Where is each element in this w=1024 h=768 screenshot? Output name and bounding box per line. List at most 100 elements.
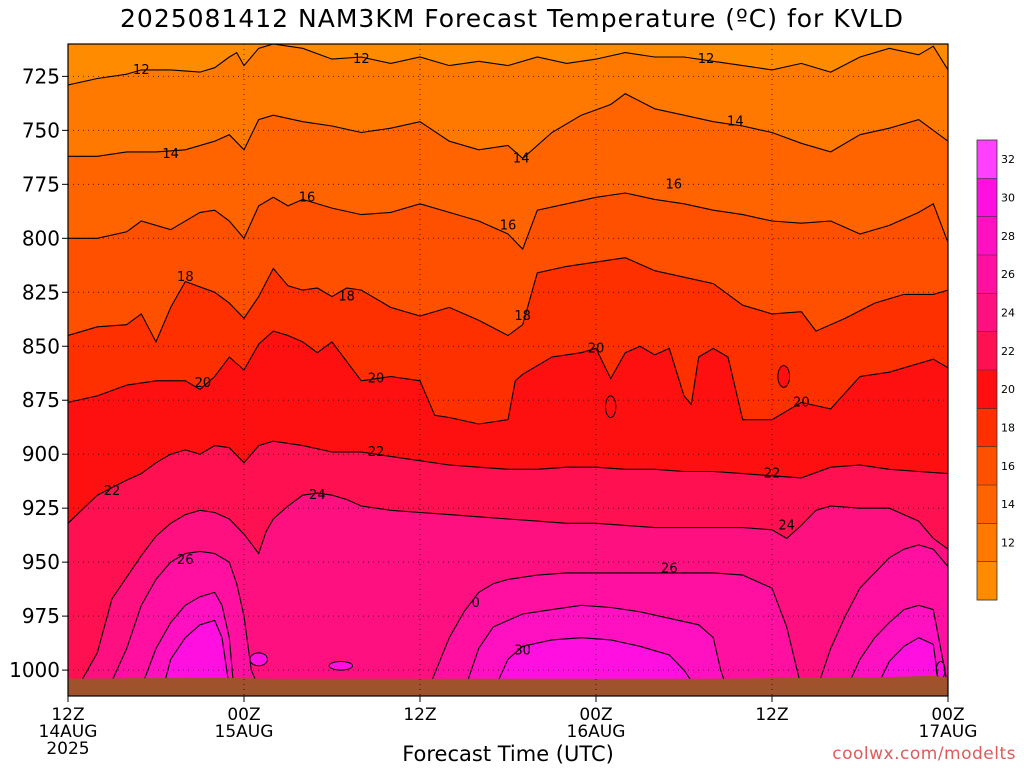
y-tick-label: 725: [22, 64, 60, 88]
contour-label: 14: [162, 147, 179, 162]
contour-label: 14: [513, 151, 530, 166]
svg-text:12: 12: [698, 52, 715, 67]
y-tick-label: 825: [22, 280, 60, 304]
y-tick-label: 925: [22, 496, 60, 520]
svg-text:12: 12: [353, 52, 370, 67]
y-tick-label: 750: [22, 118, 60, 142]
colorbar-swatch: [977, 446, 997, 486]
contour-label: 22: [764, 467, 781, 482]
contour-label: 12: [133, 63, 150, 78]
contour-label: 26: [177, 553, 194, 568]
contour-label: 12: [353, 52, 370, 67]
svg-text:30: 30: [514, 644, 531, 659]
colorbar-swatch: [977, 178, 997, 218]
contour-line-30: [162, 619, 230, 688]
temperature-band-30: [163, 620, 230, 696]
contour-label: 22: [104, 484, 121, 499]
contour-label: 18: [338, 290, 355, 305]
svg-text:14: 14: [513, 151, 530, 166]
svg-text:18: 18: [338, 290, 355, 305]
plot-frame: [67, 43, 949, 697]
contour-label: 22: [368, 445, 385, 460]
contour-line-28: [463, 604, 729, 692]
colorbar-label: 26: [1001, 268, 1015, 281]
contour-cell-20: [605, 395, 617, 418]
svg-text:20: 20: [793, 395, 810, 410]
contour-line-22: [68, 440, 948, 524]
contour-cell-20: [777, 365, 791, 388]
svg-text:12: 12: [133, 63, 150, 78]
contour-line-26: [426, 572, 802, 692]
colorbar-swatch: [977, 561, 997, 601]
svg-text:16: 16: [665, 177, 682, 192]
contour-label: 20: [368, 372, 385, 387]
svg-text:0: 0: [472, 596, 480, 611]
contour-line-16: [68, 192, 948, 251]
svg-text:24: 24: [309, 488, 326, 503]
contour-label: 20: [195, 376, 212, 391]
x-tick-label: 12Z: [51, 705, 84, 725]
contour-label: 20: [588, 341, 605, 356]
contour-label: 20: [793, 395, 810, 410]
contour-label: 16: [665, 177, 682, 192]
colorbar-swatch: [977, 408, 997, 448]
contour-label: 26: [661, 562, 678, 577]
svg-text:26: 26: [177, 553, 194, 568]
svg-text:20: 20: [588, 341, 605, 356]
colorbar-label: 32: [1001, 153, 1015, 166]
contour-label: 24: [778, 518, 795, 533]
x-tick-label: 15AUG: [215, 722, 274, 742]
colorbar-label: 12: [1001, 537, 1015, 550]
svg-text:18: 18: [514, 309, 531, 324]
y-tick-label: 800: [22, 226, 60, 250]
svg-text:14: 14: [162, 147, 179, 162]
colorbar-label: 18: [1001, 422, 1015, 435]
colorbar-label: 22: [1001, 345, 1015, 358]
svg-text:14: 14: [727, 115, 744, 130]
svg-text:20: 20: [195, 376, 212, 391]
y-tick-label: 975: [22, 604, 60, 628]
y-tick-label: 775: [22, 172, 60, 196]
x-tick-label: 12Z: [403, 705, 436, 725]
colorbar-label: 14: [1001, 498, 1015, 511]
colorbar-swatch: [977, 331, 997, 371]
contour-line-20: [68, 330, 948, 425]
credit-text: coolwx.com/modelts: [832, 744, 1016, 764]
x-tick-label: 16AUG: [567, 722, 626, 742]
x-tick-label: 17AUG: [919, 722, 978, 742]
chart-title: 2025081412 NAM3KM Forecast Temperature (…: [120, 4, 904, 33]
plot-area: 12 12 12 14 14 14 16 16 16 18 18 18 20 20 20 20 22 22 22 24…: [68, 44, 948, 696]
y-tick-label: 850: [22, 334, 60, 358]
x-tick-label: 12Z: [755, 705, 788, 725]
contour-line-26: [111, 550, 260, 688]
contour-cell-30: [249, 652, 268, 667]
colorbar-label: 16: [1001, 460, 1015, 473]
ground-surface: [68, 675, 948, 696]
y-tick-label: 875: [22, 388, 60, 412]
y-tick-label: 1000: [9, 658, 60, 682]
x-tick-label: 2025: [46, 739, 89, 759]
svg-text:18: 18: [177, 270, 194, 285]
contour-label: 18: [514, 309, 531, 324]
contour-line-26: [815, 544, 948, 692]
svg-text:22: 22: [764, 467, 781, 482]
contour-label: 16: [500, 218, 517, 233]
colorbar: 12 14 16 18 20 22 24 26 28 30 32: [976, 139, 1015, 601]
y-tick-label: 900: [22, 442, 60, 466]
contour-line-28: [140, 591, 235, 688]
svg-text:24: 24: [778, 518, 795, 533]
colorbar-swatch: [977, 293, 997, 333]
colorbar-swatch: [977, 140, 997, 179]
colorbar-label: 30: [1001, 192, 1015, 205]
colorbar-label: 24: [1001, 307, 1015, 320]
svg-text:16: 16: [500, 218, 517, 233]
contour-line-12: [68, 44, 948, 86]
colorbar-swatch: [977, 255, 997, 294]
x-tick-label: 00Z: [579, 705, 612, 725]
colorbar-swatch: [977, 370, 997, 409]
svg-text:26: 26: [661, 562, 678, 577]
contour-label: 0: [472, 596, 480, 611]
x-axis-label: Forecast Time (UTC): [402, 742, 614, 766]
contour-label: 18: [177, 270, 194, 285]
colorbar-label: 28: [1001, 230, 1015, 243]
